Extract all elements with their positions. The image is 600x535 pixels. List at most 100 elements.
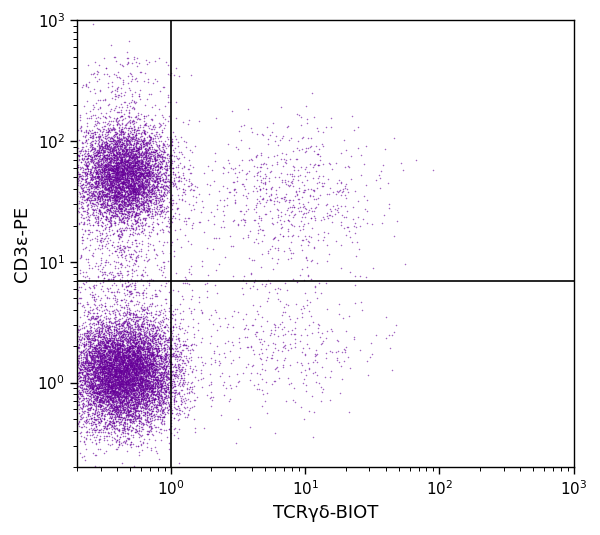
Point [92, 366, 101, 374]
Point [115, 380, 125, 388]
Point [131, 363, 140, 372]
Point [276, 169, 286, 178]
Point [95, 396, 104, 405]
Point [125, 170, 135, 178]
Point [151, 187, 161, 196]
Point [97, 354, 107, 362]
Point [148, 187, 157, 195]
Point [255, 198, 265, 207]
Point [271, 325, 280, 334]
Point [97, 182, 107, 190]
Point [120, 368, 130, 376]
Point [130, 353, 140, 362]
Point [74, 294, 83, 303]
Point [116, 381, 126, 390]
Point [157, 201, 166, 210]
Point [103, 148, 112, 156]
Point [74, 389, 84, 398]
Point [143, 199, 152, 208]
Point [146, 148, 155, 156]
Point [130, 151, 139, 159]
Point [110, 315, 120, 323]
Point [82, 377, 92, 386]
Point [154, 325, 163, 334]
Point [104, 171, 114, 180]
Point [119, 353, 128, 362]
Point [127, 380, 136, 389]
Point [151, 376, 161, 384]
Point [122, 177, 131, 186]
Point [125, 342, 135, 351]
Point [178, 362, 188, 371]
Point [161, 213, 170, 221]
Point [97, 381, 107, 389]
Point [98, 362, 107, 370]
Point [121, 174, 131, 183]
Point [103, 409, 113, 417]
Point [111, 366, 121, 375]
Point [112, 354, 121, 363]
Point [115, 343, 125, 351]
Point [128, 338, 137, 346]
Point [111, 152, 121, 160]
Point [118, 333, 127, 342]
Point [294, 194, 304, 203]
Point [116, 401, 126, 410]
Point [155, 386, 164, 395]
Point [127, 163, 137, 171]
Point [84, 374, 94, 383]
Point [109, 376, 119, 384]
Point [96, 300, 106, 308]
Point [148, 348, 158, 356]
Point [134, 135, 143, 143]
Point [161, 167, 171, 176]
Point [109, 166, 118, 174]
Point [156, 404, 166, 413]
Point [121, 114, 130, 123]
Point [128, 169, 137, 178]
Point [104, 366, 114, 375]
Point [105, 358, 115, 367]
Point [104, 400, 113, 409]
Point [121, 176, 131, 185]
Point [89, 343, 98, 351]
Point [116, 359, 125, 368]
Point [169, 326, 178, 335]
Point [102, 369, 112, 377]
Point [92, 327, 101, 335]
Point [74, 174, 83, 182]
Point [282, 205, 292, 214]
Point [112, 225, 122, 234]
Point [116, 157, 126, 165]
Point [122, 345, 132, 353]
Point [119, 198, 129, 207]
Point [125, 144, 134, 153]
Point [172, 234, 182, 243]
Point [150, 159, 160, 167]
Point [95, 165, 104, 173]
Point [94, 190, 104, 198]
Point [344, 227, 354, 235]
Point [128, 189, 137, 197]
Point [110, 318, 119, 326]
Point [94, 183, 104, 192]
Point [118, 391, 127, 399]
Point [146, 362, 155, 371]
Point [154, 160, 163, 169]
Point [138, 141, 148, 150]
Point [127, 350, 136, 359]
Point [110, 209, 119, 217]
Point [100, 353, 110, 362]
Point [94, 193, 103, 201]
Point [113, 386, 123, 395]
Point [148, 407, 157, 416]
Point [101, 312, 111, 320]
Point [160, 393, 169, 402]
Point [109, 193, 119, 201]
Point [113, 346, 122, 355]
Point [159, 204, 169, 213]
Point [142, 400, 151, 409]
Point [89, 330, 99, 338]
Point [96, 363, 106, 371]
Point [103, 398, 113, 407]
